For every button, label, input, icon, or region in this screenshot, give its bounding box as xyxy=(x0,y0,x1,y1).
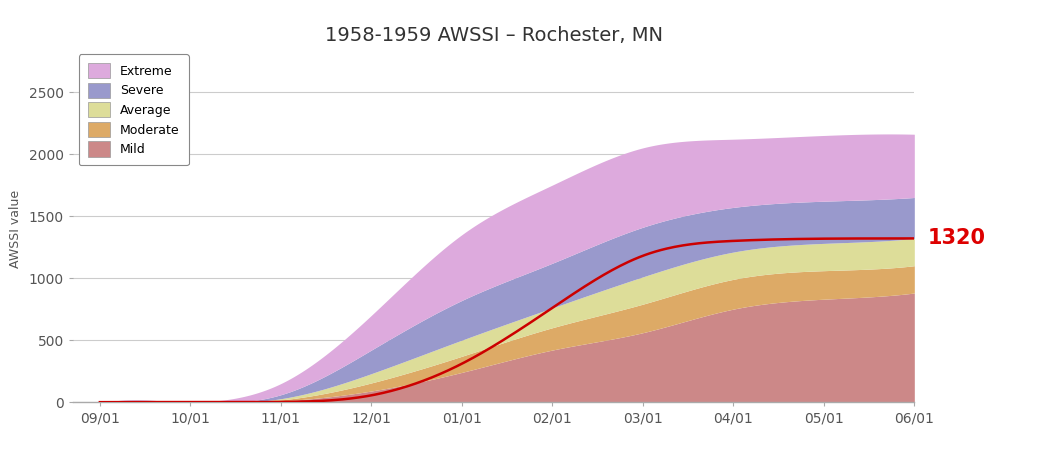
Y-axis label: AWSSI value: AWSSI value xyxy=(8,190,22,267)
Title: 1958-1959 AWSSI – Rochester, MN: 1958-1959 AWSSI – Rochester, MN xyxy=(324,26,663,45)
Legend: Extreme, Severe, Average, Moderate, Mild: Extreme, Severe, Average, Moderate, Mild xyxy=(79,54,189,165)
Text: 1320: 1320 xyxy=(928,228,986,249)
